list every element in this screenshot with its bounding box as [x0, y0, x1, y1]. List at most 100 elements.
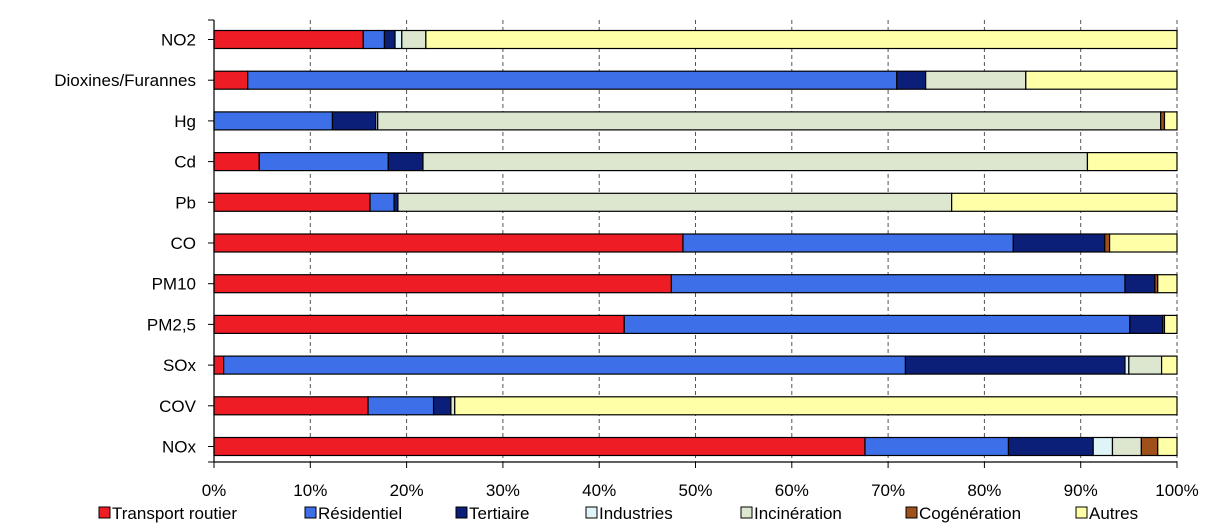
bar-segment — [258, 152, 389, 172]
category-label: PM10 — [152, 275, 196, 294]
category-label: Dioxines/Furannes — [54, 71, 196, 90]
bar-segment — [1163, 111, 1178, 131]
bar-row — [213, 233, 1178, 253]
x-tick-label: 90% — [1064, 481, 1098, 500]
bar-segment — [377, 111, 1162, 131]
bar-segment — [1092, 436, 1114, 457]
bar-segment — [223, 355, 907, 375]
bar-segment — [213, 111, 334, 131]
category-label: Cd — [174, 153, 196, 172]
bar-segment — [213, 274, 673, 294]
bar-segment — [425, 29, 1178, 50]
bar-segment — [925, 70, 1027, 90]
bar-segment — [1108, 233, 1178, 253]
x-tick-label: 20% — [390, 481, 424, 500]
legend-swatch — [98, 506, 111, 519]
x-tick-label: 100% — [1155, 481, 1198, 500]
legend-swatch — [304, 506, 317, 519]
bar-segment — [362, 29, 386, 50]
x-tick-label: 40% — [582, 481, 616, 500]
x-tick-label: 60% — [775, 481, 809, 500]
x-tick-label: 80% — [967, 481, 1001, 500]
x-tick-label: 50% — [678, 481, 712, 500]
x-tick-label: 30% — [486, 481, 520, 500]
bar-segment — [1160, 355, 1178, 375]
legend-label: Autres — [1089, 504, 1138, 523]
bar-row — [213, 396, 1178, 416]
bar-row — [213, 436, 1178, 457]
bar-segment — [1124, 274, 1156, 294]
legend-swatch — [585, 506, 598, 519]
category-label: CO — [171, 234, 197, 253]
bar-segment — [401, 29, 427, 50]
bar-segment — [397, 192, 953, 212]
bar-row — [213, 192, 1178, 212]
bar-segment — [213, 314, 625, 334]
category-label: SOx — [163, 356, 197, 375]
bar-segment — [1025, 70, 1178, 90]
bar-segment — [682, 233, 1014, 253]
bar-segment — [1140, 436, 1159, 457]
category-labels: NO2 Dioxines/Furannes Hg Cd Pb CO PM10 PM2,5 SOx… — [54, 31, 196, 457]
legend-item: Autres — [1075, 504, 1138, 523]
bar-segment — [670, 274, 1126, 294]
bar-segment — [1104, 233, 1111, 253]
legend-item: Cogénération — [905, 504, 1021, 523]
bar-segment — [213, 70, 249, 90]
bar-segment — [1163, 314, 1178, 334]
bar-segment — [1086, 152, 1178, 172]
bar-segment — [1128, 355, 1163, 375]
bar-segment — [383, 29, 396, 50]
bar-row — [213, 274, 1178, 294]
bar-segment — [904, 355, 1126, 375]
bar-segment — [432, 396, 452, 416]
bar-segment — [951, 192, 1178, 212]
legend-label: Industries — [599, 504, 673, 523]
bar-segment — [213, 396, 369, 416]
bar-segment — [1157, 436, 1178, 457]
category-label: NOx — [162, 438, 197, 457]
bar-row — [213, 29, 1178, 50]
legend-item: Transport routier — [98, 504, 237, 523]
bar-segment — [623, 314, 1131, 334]
bar-segment — [454, 396, 1178, 416]
bar-segment — [369, 192, 395, 212]
bar-segment — [896, 70, 927, 90]
category-label: Hg — [174, 112, 196, 131]
bar-row — [213, 111, 1178, 131]
category-label: Pb — [175, 193, 196, 212]
legend-label: Cogénération — [919, 504, 1021, 523]
bar-segment — [213, 29, 364, 50]
legend-label: Incinération — [754, 504, 842, 523]
axes — [208, 19, 1178, 468]
bar-row — [213, 152, 1178, 172]
x-tick-label: 10% — [293, 481, 327, 500]
legend-label: Résidentiel — [318, 504, 402, 523]
bar-series — [213, 29, 1178, 457]
bar-segment — [422, 152, 1089, 172]
legend: Transport routier Résidentiel Tertiaire Ind… — [98, 504, 1138, 523]
bar-segment — [213, 152, 260, 172]
legend-item: Tertiaire — [455, 504, 529, 523]
legend-label: Transport routier — [112, 504, 237, 523]
bar-row — [213, 314, 1178, 334]
category-label: PM2,5 — [147, 315, 196, 334]
bar-segment — [213, 355, 225, 375]
bar-segment — [367, 396, 435, 416]
legend-item: Industries — [585, 504, 673, 523]
bar-segment — [213, 233, 684, 253]
bar-segment — [864, 436, 1010, 457]
bar-segment — [387, 152, 424, 172]
legend-swatch — [1075, 506, 1088, 519]
bar-segment — [213, 192, 371, 212]
category-label: NO2 — [161, 31, 196, 50]
bar-segment — [1157, 274, 1178, 294]
bar-segment — [331, 111, 377, 131]
bar-row — [213, 70, 1178, 90]
bar-segment — [247, 70, 898, 90]
bar-segment — [394, 29, 403, 50]
x-tick-label: 0% — [202, 481, 227, 500]
bar-segment — [1111, 436, 1142, 457]
